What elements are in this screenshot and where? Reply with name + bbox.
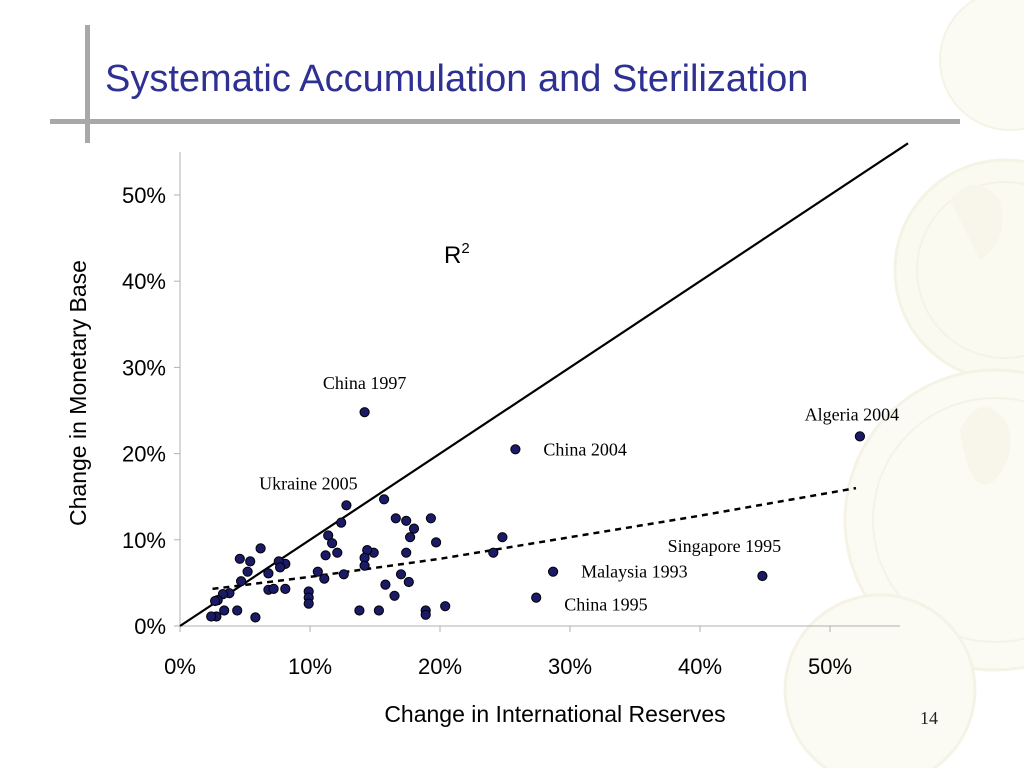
- x-tick-label: 50%: [808, 654, 852, 679]
- data-point: [338, 569, 349, 580]
- data-point: [488, 547, 499, 558]
- data-point: [420, 609, 431, 620]
- title-horizontal-rule: [50, 119, 960, 124]
- data-point: [206, 611, 217, 622]
- y-tick-label: 0%: [134, 614, 166, 639]
- y-tick-label: 10%: [122, 528, 166, 553]
- data-point: [389, 590, 400, 601]
- data-point: [390, 513, 401, 524]
- data-point: [332, 547, 343, 558]
- x-tick-label: 10%: [288, 654, 332, 679]
- data-point: [336, 517, 347, 528]
- data-point: [408, 523, 420, 534]
- x-tick-label: 30%: [548, 654, 592, 679]
- data-point: [548, 566, 559, 577]
- data-point: [373, 605, 384, 616]
- data-point: [497, 532, 508, 543]
- point-annotation: China 2004: [543, 439, 627, 459]
- data-point: [854, 431, 866, 442]
- data-point: [395, 569, 407, 580]
- data-point: [359, 560, 370, 571]
- data-point: [380, 579, 391, 590]
- title-vertical-rule: [85, 25, 90, 143]
- data-point: [232, 605, 243, 616]
- data-point: [312, 566, 323, 577]
- data-point: [531, 592, 542, 603]
- coin-watermark-icon: [783, 0, 1024, 768]
- x-tick-label: 0%: [164, 654, 196, 679]
- y-tick-label: 50%: [122, 183, 166, 208]
- point-annotation: Malaysia 1993: [581, 562, 687, 582]
- data-point: [359, 407, 370, 418]
- data-point: [403, 576, 414, 588]
- data-point: [379, 494, 390, 505]
- data-point: [354, 605, 365, 616]
- point-annotation: Algeria 2004: [805, 404, 899, 424]
- data-point: [327, 538, 338, 549]
- page-number: 14: [920, 708, 938, 728]
- reference-45-degree-line: [179, 142, 909, 627]
- data-point: [255, 543, 266, 554]
- data-point: [234, 553, 245, 564]
- slide-title: Systematic Accumulation and Sterilizatio…: [105, 58, 809, 100]
- data-point: [245, 556, 256, 567]
- point-annotation: Ukraine 2005: [259, 473, 357, 493]
- trend-line: [212, 486, 857, 591]
- y-tick-label: 20%: [122, 442, 166, 467]
- data-point: [280, 583, 291, 595]
- x-tick-label: 40%: [678, 654, 722, 679]
- x-axis-title: Change in International Reserves: [384, 701, 725, 727]
- data-point: [303, 598, 314, 609]
- y-axis-title: Change in Monetary Base: [65, 260, 91, 526]
- data-point: [341, 500, 352, 511]
- point-annotation: China 1997: [323, 373, 407, 393]
- data-point: [401, 515, 412, 526]
- data-point: [219, 605, 230, 616]
- data-point: [268, 583, 279, 595]
- y-tick-label: 30%: [122, 355, 166, 380]
- x-tick-label: 20%: [418, 654, 462, 679]
- point-annotation: China 1995: [564, 595, 648, 615]
- data-point: [236, 576, 247, 587]
- data-point: [510, 444, 521, 455]
- data-point: [405, 532, 416, 543]
- data-point: [440, 601, 451, 612]
- data-point: [431, 537, 442, 548]
- y-tick-label: 40%: [122, 269, 166, 294]
- data-point: [320, 550, 331, 561]
- data-point: [263, 568, 274, 579]
- data-point: [757, 570, 768, 582]
- point-annotation: Singapore 1995: [668, 536, 781, 556]
- data-point: [275, 562, 286, 573]
- r-squared-label: R2: [444, 240, 470, 269]
- data-point: [425, 513, 436, 524]
- data-point: [401, 547, 412, 558]
- data-point: [242, 566, 253, 577]
- data-point: [319, 573, 330, 584]
- data-point: [250, 612, 261, 623]
- data-point: [210, 595, 221, 607]
